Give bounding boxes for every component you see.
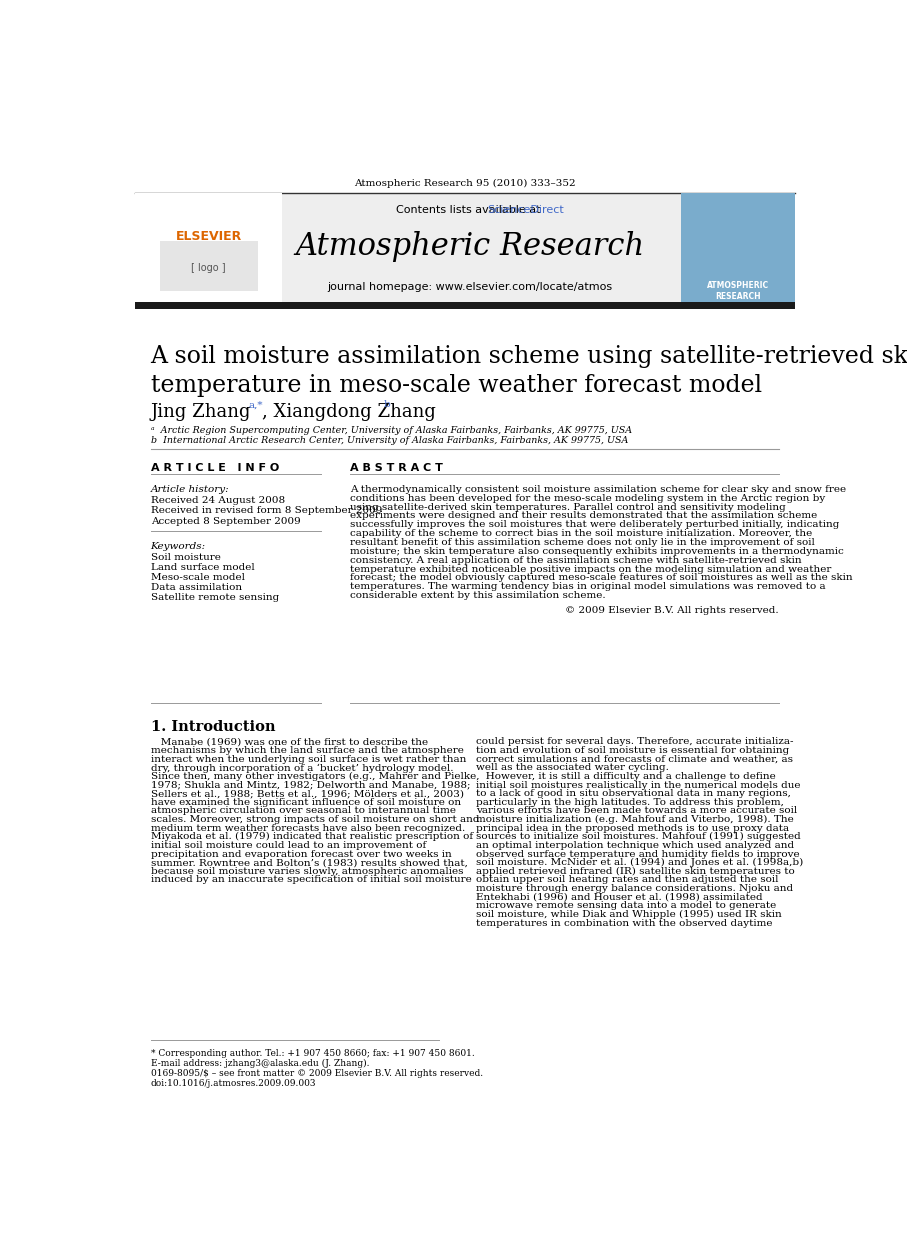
- Text: moisture; the skin temperature also consequently exhibits improvements in a ther: moisture; the skin temperature also cons…: [350, 547, 844, 555]
- Text: Received in revised form 8 September 2009: Received in revised form 8 September 200…: [151, 506, 382, 516]
- Text: could persist for several days. Therefore, accurate initializa-: could persist for several days. Therefor…: [476, 737, 794, 746]
- Text: induced by an inaccurate specification of initial soil moisture: induced by an inaccurate specification o…: [151, 876, 472, 884]
- Text: precipitation and evaporation forecast over two weeks in: precipitation and evaporation forecast o…: [151, 850, 452, 858]
- Text: ScienceDirect: ScienceDirect: [487, 205, 564, 215]
- Text: an optimal interpolation technique which used analyzed and: an optimal interpolation technique which…: [476, 841, 795, 850]
- Text: particularly in the high latitudes. To address this problem,: particularly in the high latitudes. To a…: [476, 798, 784, 807]
- Text: Keywords:: Keywords:: [151, 542, 206, 550]
- Text: initial soil moistures realistically in the numerical models due: initial soil moistures realistically in …: [476, 781, 801, 789]
- Text: Satellite remote sensing: Satellite remote sensing: [151, 594, 278, 602]
- Text: using satellite-derived skin temperatures. Parallel control and sensitivity mode: using satellite-derived skin temperature…: [350, 502, 785, 512]
- Text: consistency. A real application of the assimilation scheme with satellite-retrie: consistency. A real application of the a…: [350, 555, 802, 565]
- Text: A thermodynamically consistent soil moisture assimilation scheme for clear sky a: A thermodynamically consistent soil mois…: [350, 485, 846, 494]
- Text: mechanisms by which the land surface and the atmosphere: mechanisms by which the land surface and…: [151, 746, 463, 755]
- Text: Accepted 8 September 2009: Accepted 8 September 2009: [151, 517, 300, 526]
- Text: considerable extent by this assimilation scheme.: considerable extent by this assimilation…: [350, 591, 605, 600]
- Text: Atmospheric Research 95 (2010) 333–352: Atmospheric Research 95 (2010) 333–352: [354, 178, 575, 188]
- Text: resultant benefit of this assimilation scheme does not only lie in the improveme: resultant benefit of this assimilation s…: [350, 538, 814, 547]
- Text: ᵃ  Arctic Region Supercomputing Center, University of Alaska Fairbanks, Fairbank: ᵃ Arctic Region Supercomputing Center, U…: [151, 426, 631, 434]
- Text: obtain upper soil heating rates and then adjusted the soil: obtain upper soil heating rates and then…: [476, 876, 778, 884]
- Text: microwave remote sensing data into a model to generate: microwave remote sensing data into a mod…: [476, 902, 776, 910]
- Text: applied retrieved infrared (IR) satellite skin temperatures to: applied retrieved infrared (IR) satellit…: [476, 867, 795, 876]
- Text: E-mail address: jzhang3@alaska.edu (J. Zhang).: E-mail address: jzhang3@alaska.edu (J. Z…: [151, 1059, 369, 1069]
- Bar: [681, 193, 795, 307]
- Text: * Corresponding author. Tel.: +1 907 450 8660; fax: +1 907 450 8601.: * Corresponding author. Tel.: +1 907 450…: [151, 1049, 474, 1059]
- Text: 1978; Shukla and Mintz, 1982; Delworth and Manabe, 1988;: 1978; Shukla and Mintz, 1982; Delworth a…: [151, 781, 470, 789]
- Bar: [135, 193, 282, 307]
- Text: forecast; the model obviously captured meso-scale features of soil moistures as : forecast; the model obviously captured m…: [350, 574, 853, 583]
- Text: initial soil moisture could lead to an improvement of: initial soil moisture could lead to an i…: [151, 841, 425, 850]
- Text: atmospheric circulation over seasonal to interannual time: atmospheric circulation over seasonal to…: [151, 807, 455, 815]
- Text: medium term weather forecasts have also been recognized.: medium term weather forecasts have also …: [151, 824, 464, 833]
- Text: have examined the significant influence of soil moisture on: have examined the significant influence …: [151, 798, 461, 807]
- Text: Entekhabi (1996) and Houser et al. (1998) assimilated: Entekhabi (1996) and Houser et al. (1998…: [476, 893, 763, 902]
- Bar: [160, 241, 258, 291]
- Text: dry, through incorporation of a ‘bucket’ hydrology model.: dry, through incorporation of a ‘bucket’…: [151, 763, 454, 773]
- Text: capability of the scheme to correct bias in the soil moisture initialization. Mo: capability of the scheme to correct bias…: [350, 529, 812, 538]
- Text: because soil moisture varies slowly, atmospheric anomalies: because soil moisture varies slowly, atm…: [151, 867, 463, 876]
- Bar: [135, 302, 795, 308]
- Text: However, it is still a difficulty and a challenge to define: However, it is still a difficulty and a …: [476, 772, 775, 781]
- Text: scales. Moreover, strong impacts of soil moisture on short and: scales. Moreover, strong impacts of soil…: [151, 815, 479, 824]
- Text: conditions has been developed for the meso-scale modeling system in the Arctic r: conditions has been developed for the me…: [350, 494, 825, 502]
- Text: ELSEVIER: ELSEVIER: [176, 230, 242, 244]
- Text: Land surface model: Land surface model: [151, 564, 254, 573]
- Text: correct simulations and forecasts of climate and weather, as: correct simulations and forecasts of cli…: [476, 755, 793, 763]
- Text: principal idea in the proposed methods is to use proxy data: principal idea in the proposed methods i…: [476, 824, 789, 833]
- Text: to a lack of good in situ observational data in many regions,: to a lack of good in situ observational …: [476, 789, 791, 798]
- Text: Article history:: Article history:: [151, 485, 229, 494]
- Text: moisture initialization (e.g. Mahfouf and Viterbo, 1998). The: moisture initialization (e.g. Mahfouf an…: [476, 815, 794, 824]
- Text: soil moisture, while Diak and Whipple (1995) used IR skin: soil moisture, while Diak and Whipple (1…: [476, 910, 782, 919]
- Text: experiments were designed and their results demonstrated that the assimilation s: experiments were designed and their resu…: [350, 511, 817, 521]
- Text: Miyakoda et al. (1979) indicated that realistic prescription of: Miyakoda et al. (1979) indicated that re…: [151, 833, 473, 841]
- Text: [ logo ]: [ logo ]: [191, 262, 226, 273]
- Text: soil moisture. McNider et al. (1994) and Jones et al. (1998a,b): soil moisture. McNider et al. (1994) and…: [476, 858, 804, 867]
- Text: Since then, many other investigators (e.g., Mahrer and Pielke,: Since then, many other investigators (e.…: [151, 772, 479, 781]
- Text: summer. Rowntree and Bolton’s (1983) results showed that,: summer. Rowntree and Bolton’s (1983) res…: [151, 858, 467, 867]
- Text: interact when the underlying soil surface is wet rather than: interact when the underlying soil surfac…: [151, 755, 466, 763]
- Text: Soil moisture: Soil moisture: [151, 553, 220, 563]
- Text: © 2009 Elsevier B.V. All rights reserved.: © 2009 Elsevier B.V. All rights reserved…: [565, 606, 779, 615]
- Text: Contents lists available at: Contents lists available at: [395, 205, 544, 215]
- Bar: [135, 193, 795, 307]
- Text: Received 24 August 2008: Received 24 August 2008: [151, 496, 285, 506]
- Text: b: b: [384, 401, 391, 409]
- Text: A soil moisture assimilation scheme using satellite-retrieved skin
temperature i: A soil moisture assimilation scheme usin…: [151, 345, 907, 397]
- Text: Sellers et al., 1988; Betts et al., 1996; Mölders et al., 2003): Sellers et al., 1988; Betts et al., 1996…: [151, 789, 463, 798]
- Text: temperatures. The warming tendency bias in original model simulations was remove: temperatures. The warming tendency bias …: [350, 583, 825, 591]
- Text: a,*: a,*: [249, 401, 263, 409]
- Text: 1. Introduction: 1. Introduction: [151, 720, 275, 734]
- Text: A B S T R A C T: A B S T R A C T: [350, 463, 443, 473]
- Text: well as the associated water cycling.: well as the associated water cycling.: [476, 763, 669, 772]
- Text: journal homepage: www.elsevier.com/locate/atmos: journal homepage: www.elsevier.com/locat…: [327, 282, 612, 292]
- Text: observed surface temperature and humidity fields to improve: observed surface temperature and humidit…: [476, 850, 800, 858]
- Text: 0169-8095/$ – see front matter © 2009 Elsevier B.V. All rights reserved.: 0169-8095/$ – see front matter © 2009 El…: [151, 1069, 483, 1079]
- Text: sources to initialize soil moistures. Mahfouf (1991) suggested: sources to initialize soil moistures. Ma…: [476, 833, 801, 841]
- Text: successfully improves the soil moistures that were deliberately perturbed initia: successfully improves the soil moistures…: [350, 521, 839, 529]
- Text: temperature exhibited noticeable positive impacts on the modeling simulation and: temperature exhibited noticeable positiv…: [350, 564, 831, 574]
- Text: b  International Arctic Research Center, University of Alaska Fairbanks, Fairban: b International Arctic Research Center, …: [151, 437, 628, 445]
- Text: ATMOSPHERIC
RESEARCH: ATMOSPHERIC RESEARCH: [707, 281, 769, 301]
- Text: moisture through energy balance considerations. Njoku and: moisture through energy balance consider…: [476, 884, 794, 893]
- Text: A R T I C L E   I N F O: A R T I C L E I N F O: [151, 463, 278, 473]
- Text: Jing Zhang: Jing Zhang: [151, 402, 251, 421]
- Text: Meso-scale model: Meso-scale model: [151, 574, 245, 583]
- Text: , Xiangdong Zhang: , Xiangdong Zhang: [262, 402, 436, 421]
- Text: various efforts have been made towards a more accurate soil: various efforts have been made towards a…: [476, 807, 797, 815]
- Text: doi:10.1016/j.atmosres.2009.09.003: doi:10.1016/j.atmosres.2009.09.003: [151, 1080, 316, 1089]
- Text: Atmospheric Research: Atmospheric Research: [296, 231, 645, 262]
- Text: Manabe (1969) was one of the first to describe the: Manabe (1969) was one of the first to de…: [151, 737, 428, 746]
- Text: Data assimilation: Data assimilation: [151, 584, 241, 593]
- Text: temperatures in combination with the observed daytime: temperatures in combination with the obs…: [476, 919, 773, 928]
- Text: tion and evolution of soil moisture is essential for obtaining: tion and evolution of soil moisture is e…: [476, 746, 789, 755]
